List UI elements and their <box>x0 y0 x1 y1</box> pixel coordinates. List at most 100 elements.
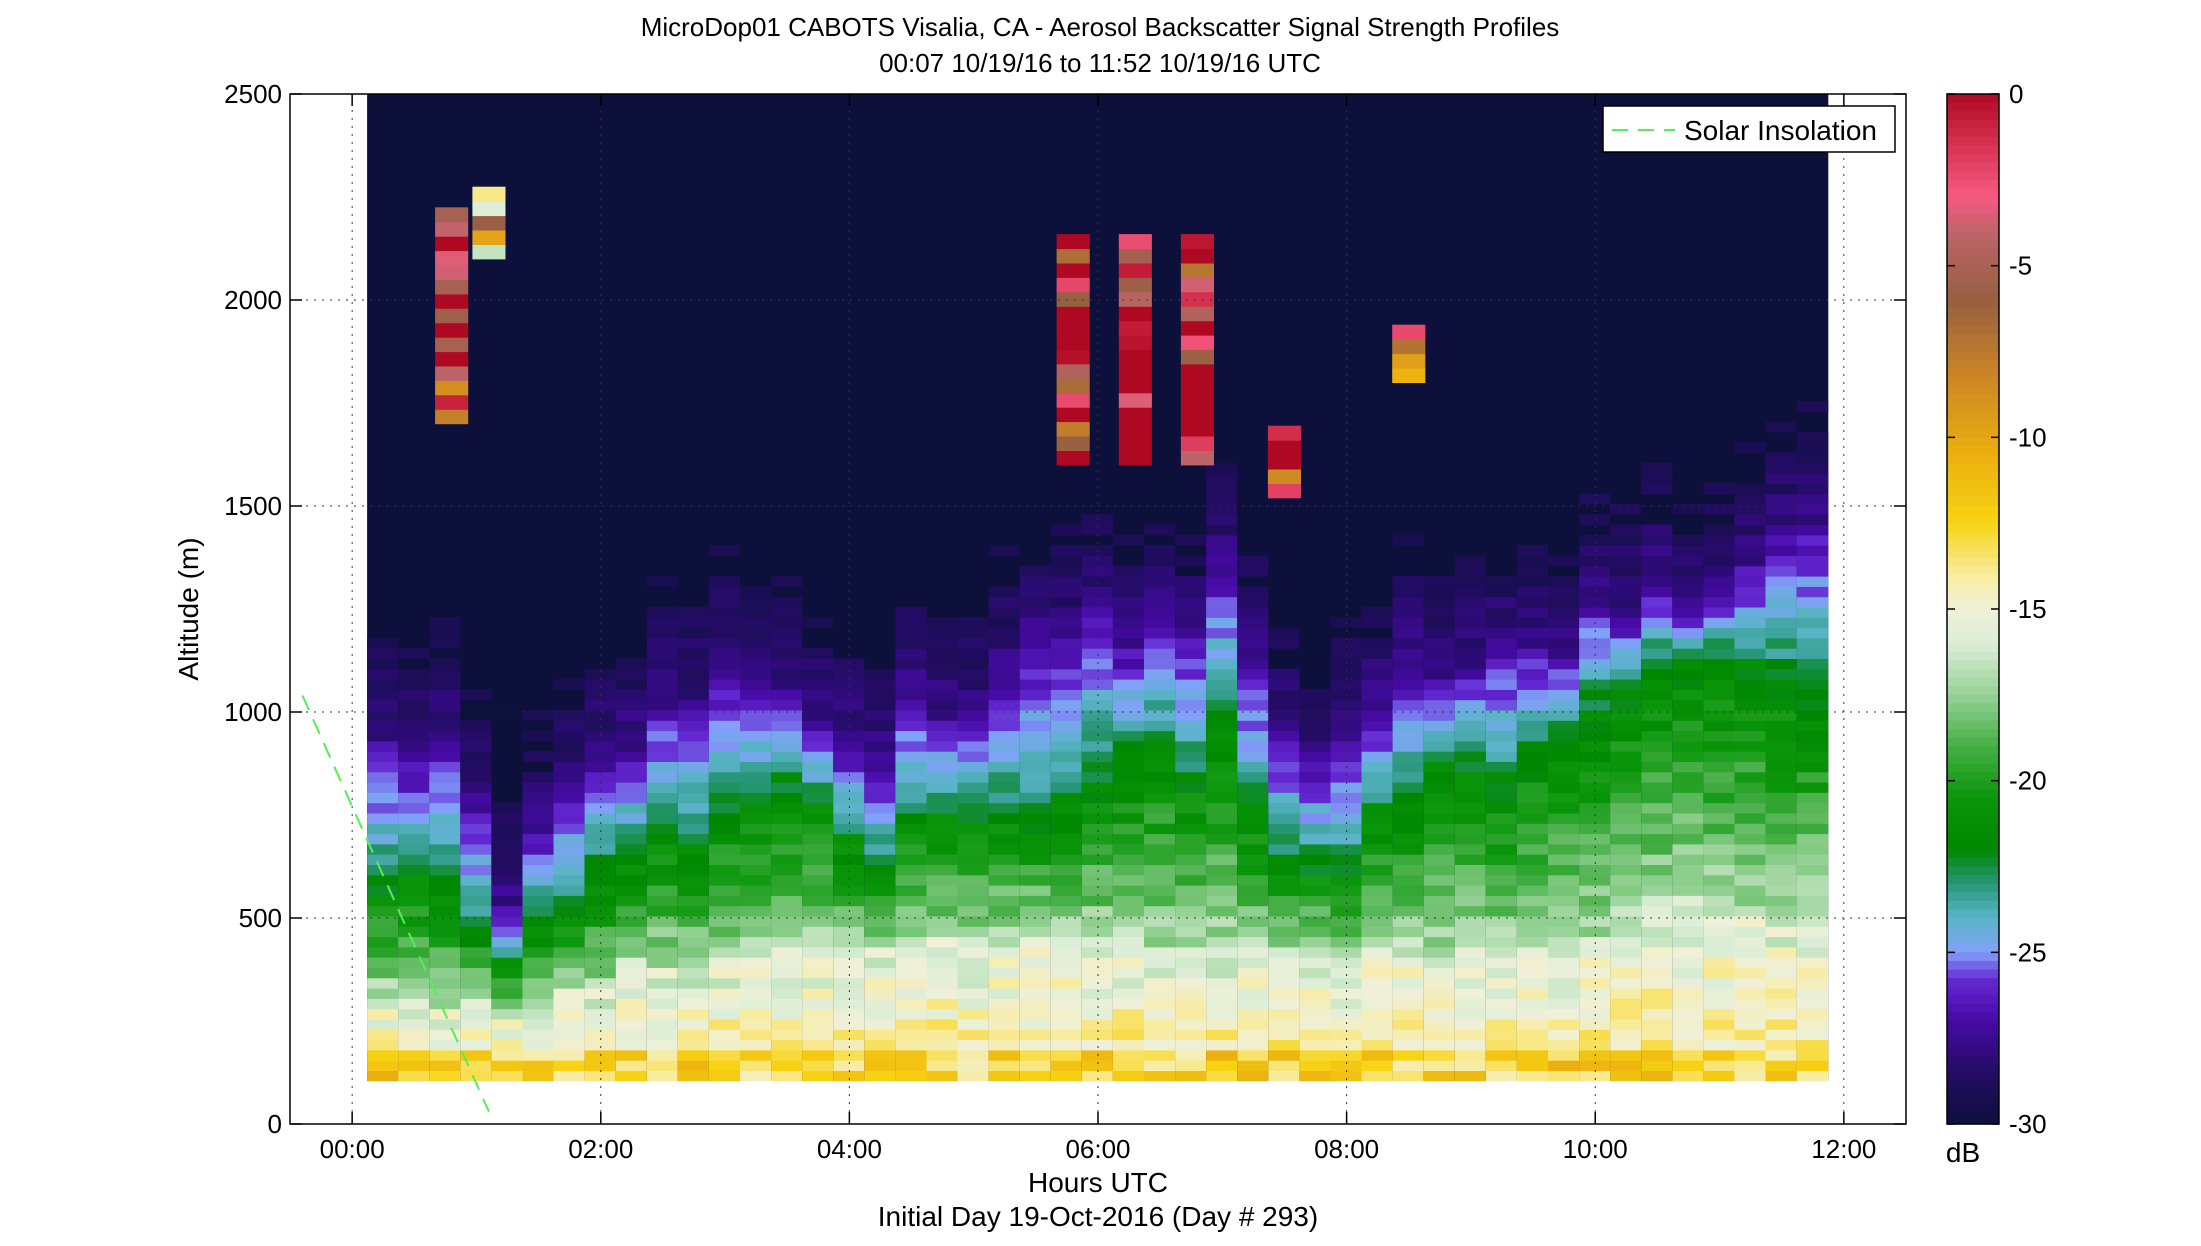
heatmap-cell <box>895 627 928 639</box>
heatmap-cell <box>740 1018 772 1030</box>
heatmap-cell <box>1392 709 1425 721</box>
heatmap-cell <box>1734 576 1767 587</box>
heatmap-cell <box>367 812 399 824</box>
heatmap-cell <box>429 854 461 865</box>
heatmap-cell <box>1392 957 1425 968</box>
heatmap-cell <box>429 895 461 907</box>
heatmap-cell <box>1144 565 1176 577</box>
heatmap-cell <box>1361 874 1394 886</box>
heatmap-cell <box>740 596 772 608</box>
heatmap-cell <box>615 668 648 680</box>
heatmap-cell <box>522 802 555 814</box>
colorbar-segment <box>1947 360 1999 370</box>
heatmap-cell <box>1423 586 1456 598</box>
heatmap-cell <box>1454 905 1487 917</box>
heatmap-cell <box>1703 503 1736 515</box>
heatmap-cell <box>1237 915 1269 927</box>
heatmap-cell <box>1361 926 1394 938</box>
heatmap-cell <box>1361 709 1394 721</box>
heatmap-cell <box>895 792 928 804</box>
heatmap-cell <box>1516 1070 1549 1082</box>
heatmap-cell <box>926 720 959 732</box>
heatmap-cell <box>1672 1018 1704 1030</box>
heatmap-cell <box>522 812 555 824</box>
heatmap-cell <box>1641 1008 1673 1020</box>
heatmap-cell <box>708 709 741 721</box>
heatmap-cell <box>1237 606 1269 618</box>
heatmap-cell <box>1050 689 1083 701</box>
heatmap-cell <box>833 771 865 783</box>
heatmap-cell <box>1206 576 1238 587</box>
heatmap-cell <box>1392 926 1425 938</box>
heatmap-cell <box>1175 946 1207 958</box>
heatmap-cell <box>1641 823 1673 835</box>
heatmap-cell <box>1050 1029 1083 1041</box>
heatmap-cell <box>802 946 834 958</box>
cloud-cell <box>1180 407 1214 423</box>
heatmap-cell <box>1672 503 1704 515</box>
heatmap-cell <box>895 885 928 896</box>
heatmap-cell <box>1423 596 1456 608</box>
heatmap-cell <box>988 1039 1021 1051</box>
heatmap-cell <box>957 1070 990 1082</box>
heatmap-cell <box>1019 709 1052 721</box>
heatmap-cell <box>1454 606 1487 618</box>
heatmap-cell <box>1299 812 1332 824</box>
heatmap-cell <box>740 988 772 999</box>
heatmap-cell <box>677 679 710 690</box>
heatmap-cell <box>1268 977 1300 989</box>
heatmap-cell <box>1703 709 1736 721</box>
heatmap-cell <box>895 617 928 629</box>
heatmap-cell <box>1641 473 1673 484</box>
cloud-cell <box>1267 483 1301 499</box>
heatmap-cell <box>1641 1018 1673 1030</box>
heatmap-cell <box>1299 1070 1332 1082</box>
heatmap-cell <box>740 905 772 917</box>
heatmap-cell <box>1361 967 1394 979</box>
heatmap-cell <box>895 905 928 917</box>
heatmap-cell <box>926 689 959 701</box>
heatmap-cell <box>988 771 1021 783</box>
colorbar-segment <box>1947 986 1999 996</box>
heatmap-cell <box>1516 833 1549 845</box>
heatmap-cell <box>1019 606 1052 618</box>
heatmap-cell <box>615 936 648 948</box>
heatmap-cell <box>1237 782 1269 793</box>
heatmap-cell <box>1050 843 1083 855</box>
heatmap-cell <box>1579 967 1611 979</box>
heatmap-cell <box>1548 895 1580 907</box>
heatmap-cell <box>864 905 896 917</box>
heatmap-cell <box>1175 1070 1207 1082</box>
heatmap-cell <box>1734 823 1767 835</box>
heatmap-cell <box>1237 689 1269 701</box>
heatmap-cell <box>1019 596 1052 608</box>
colorbar-segment <box>1947 694 1999 705</box>
heatmap-cell <box>864 915 896 927</box>
heatmap-cell <box>1765 524 1798 536</box>
heatmap-cell <box>1206 782 1238 793</box>
colorbar-segment <box>1947 239 1999 250</box>
heatmap-cell <box>584 802 617 814</box>
colorbar-segment <box>1947 248 1999 258</box>
heatmap-cell <box>1703 967 1736 979</box>
colorbar-segment <box>1947 669 1999 679</box>
heatmap-cell <box>1454 617 1487 629</box>
cloud-cell <box>1392 368 1426 383</box>
heatmap-cell <box>1019 637 1052 649</box>
heatmap-cell <box>1516 730 1549 742</box>
heatmap-cell <box>864 812 896 824</box>
heatmap-cell <box>1237 936 1269 948</box>
heatmap-cell <box>1206 1070 1238 1082</box>
heatmap-cell <box>491 895 524 907</box>
heatmap-cell <box>1796 658 1829 670</box>
heatmap-cell <box>1765 679 1798 690</box>
heatmap-cell <box>1299 771 1332 783</box>
heatmap-cell <box>1081 637 1114 649</box>
heatmap-cell <box>771 1029 803 1041</box>
heatmap-cell <box>1703 864 1736 876</box>
heatmap-cell <box>398 874 430 886</box>
heatmap-cell <box>802 1039 834 1051</box>
heatmap-cell <box>895 709 928 721</box>
heatmap-cell <box>988 1008 1021 1020</box>
colorbar-segment <box>1947 875 1999 885</box>
